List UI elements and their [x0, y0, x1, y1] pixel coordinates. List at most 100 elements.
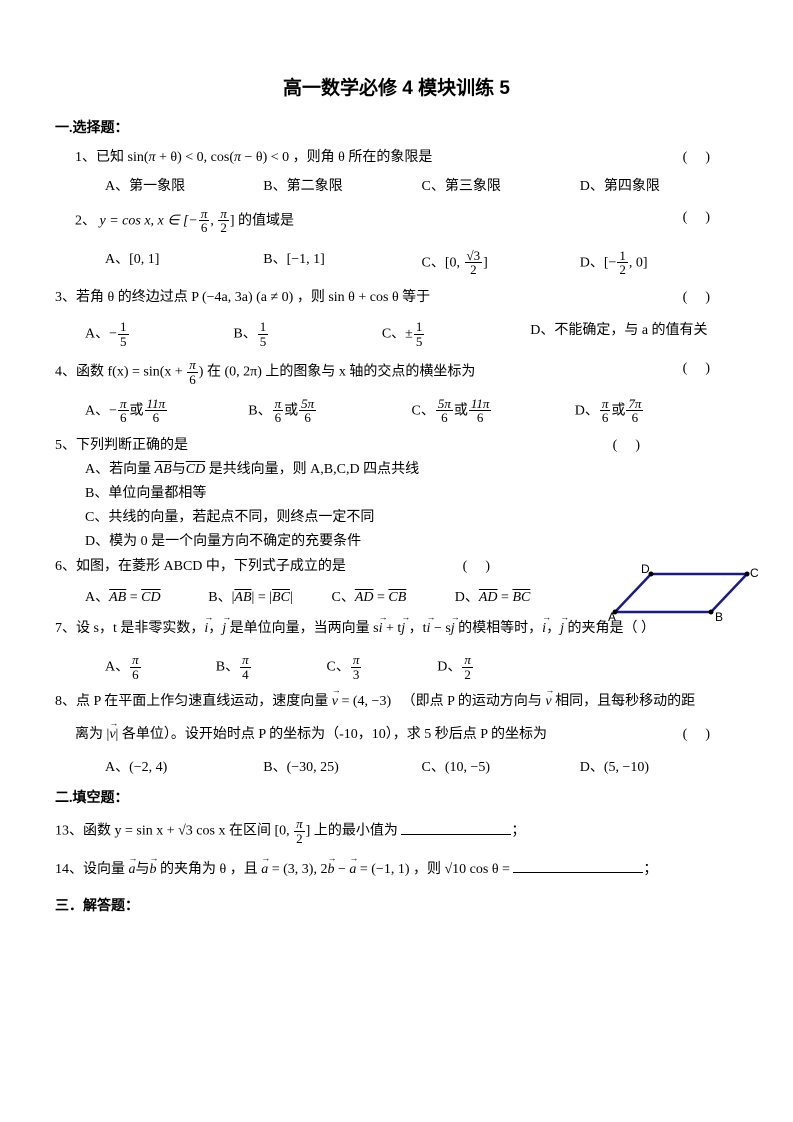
q13-f: π2 — [294, 817, 305, 845]
q3-choice-a: A、−15 — [85, 320, 233, 348]
q2-paren: () — [683, 207, 728, 228]
q2-stem: 2、 y = cos x, x ∈ [−π6, π2] 的值域是 () — [55, 207, 738, 235]
q8-t3: 相同，且每秒移动的距 — [552, 694, 696, 709]
q6beq: = — [254, 590, 269, 605]
q4-choice-b: B、π6或5π6 — [248, 397, 411, 425]
q7-t7: 的模相等时， — [455, 621, 543, 636]
q7dn: π — [462, 653, 473, 668]
q3-t: 若角 θ 的终边过点 P (−4a, 3a) (a ≠ 0) ，则 sin θ … — [76, 290, 430, 305]
question-1: 1、已知 sin(π + θ) < 0, cos(π − θ) < 0 ，则角 … — [55, 147, 738, 197]
q8-choice-d: D、(5, −10) — [580, 757, 738, 778]
q14-b2: b — [327, 862, 334, 877]
q7-i4: i — [542, 621, 546, 636]
q7an: π — [130, 653, 141, 668]
q5-choice-d: D、模为 0 是一个向量方向不确定的充要条件 — [55, 531, 738, 552]
q7-t4: + t — [382, 621, 401, 636]
q7-num: 7、 — [55, 621, 76, 636]
q4-f: π6 — [187, 358, 198, 386]
q3-num: 3、 — [55, 290, 76, 305]
q4b-f2: 5π6 — [299, 397, 316, 425]
q4-choice-d: D、π6或7π6 — [575, 397, 738, 425]
q14-and: 与 — [136, 862, 150, 877]
q4c2n: 11π — [469, 397, 492, 412]
q2-f1n: π — [199, 207, 210, 222]
q4d2d: 6 — [626, 411, 643, 425]
q8-v1: v — [332, 694, 338, 709]
q6-paren: () — [463, 556, 508, 577]
q14-blank[interactable] — [513, 859, 643, 873]
q5-choice-c: C、共线的向量，若起点不同，则终点一定不同 — [55, 507, 738, 528]
q4a2n: 11π — [145, 397, 168, 412]
q7-j3: j — [451, 621, 455, 636]
q3b-f: 15 — [258, 320, 269, 348]
q7b-f: π4 — [240, 653, 251, 681]
q5a-pre: A、若向量 — [85, 462, 155, 477]
q7-i1: i — [204, 621, 208, 636]
q4d-f2: 7π6 — [626, 397, 643, 425]
q4a2d: 6 — [145, 411, 168, 425]
question-5: 5、下列判断正确的是 () A、若向量 AB与CD 是共线向量，则 A,B,C,… — [55, 435, 738, 552]
q6-t: 如图，在菱形 ABCD 中，下列式子成立的是 — [76, 559, 346, 574]
q6c2: CB — [388, 590, 406, 605]
q1-choice-c: C、第三象限 — [422, 176, 580, 197]
q6-choice-c: C、AD = CB — [332, 587, 455, 608]
q2-choice-a: A、[0, 1] — [105, 249, 263, 277]
q1-stem: 1、已知 sin(π + θ) < 0, cos(π − θ) < 0 ，则角 … — [55, 147, 738, 168]
q3-choice-c: C、±15 — [382, 320, 530, 348]
q7-j1: j — [222, 621, 226, 636]
q2d-n: 1 — [617, 249, 628, 264]
q1-t1: 已知 sin( — [96, 150, 149, 165]
q3-stem: 3、若角 θ 的终边过点 P (−4a, 3a) (a ≠ 0) ，则 sin … — [55, 287, 738, 308]
q8-stem-line2: 离为 |v| 各单位）。设开始时点 P 的坐标为（-10，10），求 5 秒后点… — [55, 724, 738, 745]
q7c-pre: C、 — [327, 659, 350, 674]
vertex-c — [745, 572, 750, 577]
q2-num: 2、 — [75, 213, 96, 228]
question-14: 14、设向量 a与b 的夹角为 θ ，且 a = (3, 3), 2b − a … — [55, 859, 738, 880]
q14-stem: 14、设向量 a与b 的夹角为 θ ，且 a = (3, 3), 2b − a … — [55, 859, 738, 880]
q5a-ab: AB — [155, 462, 172, 477]
q4a-pre: A、− — [85, 403, 117, 418]
q2-t3: ] 的值域是 — [230, 213, 294, 228]
q3a-pre: A、− — [85, 326, 117, 341]
q8-choice-b: B、(−30, 25) — [263, 757, 421, 778]
vertex-b — [709, 610, 714, 615]
q6-num: 6、 — [55, 559, 76, 574]
q2-f1d: 6 — [199, 221, 210, 235]
q6a-pre: A、 — [85, 590, 109, 605]
q14-b1: b — [150, 862, 157, 877]
q6a2: CD — [141, 590, 160, 605]
q3b-n: 1 — [258, 320, 269, 335]
q2-choice-d: D、[−12, 0] — [580, 249, 738, 277]
q6b-pre: B、 — [208, 590, 231, 605]
q8-paren: () — [683, 724, 728, 745]
rhombus-svg — [603, 564, 758, 620]
question-8: 8、点 P 在平面上作匀速直线运动，速度向量 v = (4, −3) （即点 P… — [55, 691, 738, 778]
q4b2n: 5π — [299, 397, 316, 412]
q7-stem: 7、设 s，t 是非零实数，i，j 是单位向量，当两向量 si + tj ，ti… — [55, 618, 738, 639]
section-3-header: 三．解答题： — [55, 896, 738, 917]
q7-t9: 的夹角是（ ） — [564, 621, 655, 636]
q1-t2: + θ) < 0, cos( — [156, 150, 234, 165]
q7-t8: ， — [546, 621, 560, 636]
q3a-d: 5 — [118, 335, 129, 349]
q5-paren: () — [613, 435, 658, 456]
q5a-and: 与 — [172, 462, 186, 477]
q8-t1: 点 P 在平面上作匀速直线运动，速度向量 — [76, 694, 332, 709]
q2d-d: 2 — [617, 263, 628, 277]
q2-f1: π6 — [199, 207, 210, 235]
q6c1: AD — [355, 590, 374, 605]
q5-choice-b: B、单位向量都相等 — [55, 483, 738, 504]
q4-num: 4、 — [55, 365, 76, 380]
q7-choice-b: B、π4 — [216, 653, 327, 681]
q1-t3: − θ) < 0 ，则角 θ 所在的象限是 — [241, 150, 432, 165]
q13-blank[interactable] — [401, 821, 511, 835]
q4c-f1: 5π6 — [436, 397, 453, 425]
q7-i3: i — [427, 621, 431, 636]
q6-choice-a: A、AB = CD — [85, 587, 208, 608]
q7cn: π — [351, 653, 362, 668]
q14-t3: = (3, 3), 2 — [268, 862, 327, 877]
q4-choice-a: A、−π6或11π6 — [85, 397, 248, 425]
q4c-pre: C、 — [412, 403, 435, 418]
q3-choices: A、−15 B、15 C、±15 D、不能确定，与 a 的值有关 — [55, 320, 738, 348]
page-title: 高一数学必修 4 模块训练 5 — [55, 75, 738, 104]
